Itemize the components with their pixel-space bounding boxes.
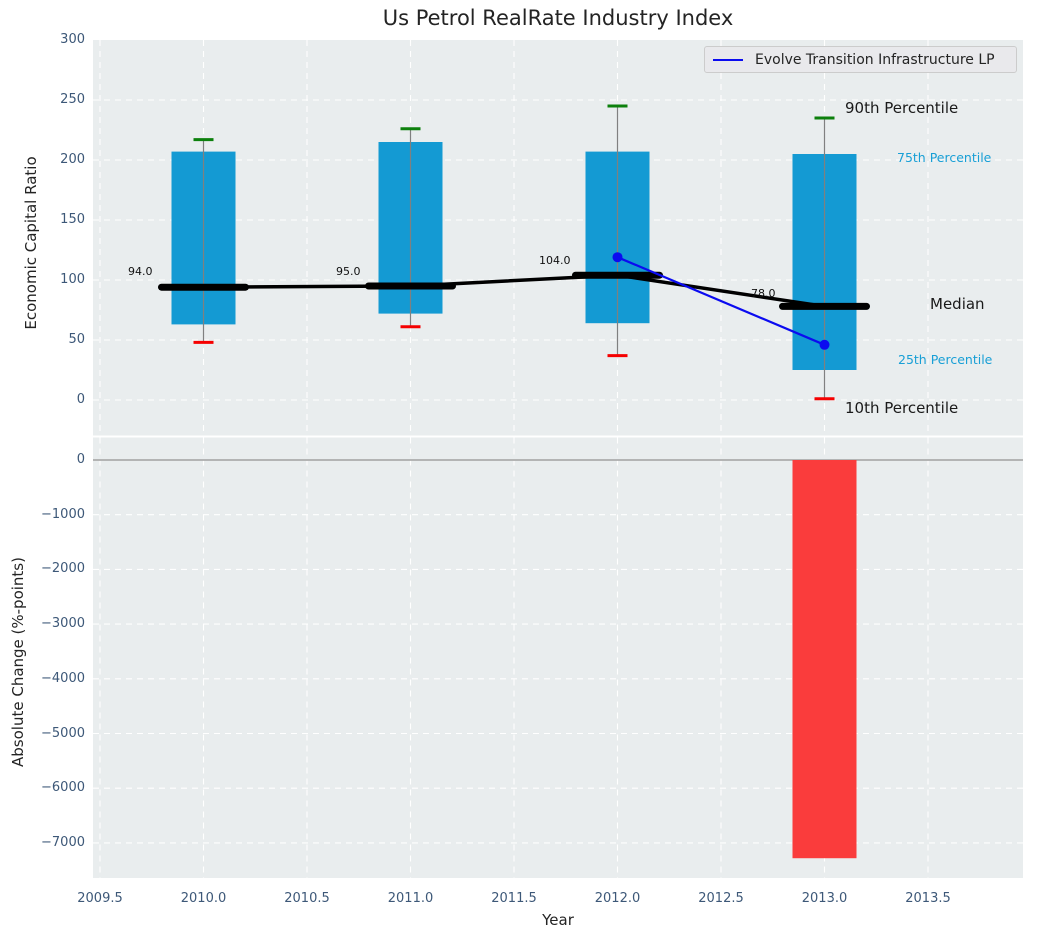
top-y-tick-label: 50: [68, 332, 85, 347]
bottom-y-tick-label: −2000: [41, 561, 85, 577]
top-y-tick-label: 250: [60, 92, 85, 107]
top-y-tick-label: 0: [76, 392, 85, 407]
median-value-label: 104.0: [539, 254, 571, 267]
x-tick-label: 2010.0: [180, 891, 227, 906]
median-value-label: 78.0: [751, 287, 776, 300]
top-y-tick-label: 100: [60, 272, 85, 287]
company-line-marker: [612, 252, 623, 263]
x-tick-label: 2010.5: [284, 891, 330, 906]
annotation-90th-percentile: 90th Percentile: [845, 99, 959, 117]
bottom-y-tick-label: −7000: [41, 834, 85, 850]
chart-title: Us Petrol RealRate Industry Index: [382, 6, 734, 30]
bottom-y-tick-label: −1000: [41, 506, 85, 522]
legend-line-swatch: [713, 58, 743, 61]
annotation-25th-percentile: 25th Percentile: [898, 352, 993, 367]
x-tick-label: 2011.0: [387, 891, 434, 906]
plot-panel-bottom-bg: [93, 437, 1023, 878]
plot-panel-top-bg: [93, 40, 1023, 436]
top-y-tick-label: 150: [60, 212, 85, 227]
x-tick-label: 2013.0: [801, 891, 848, 906]
bottom-y-tick-label: 0: [76, 452, 85, 467]
bottom-y-tick-label: −6000: [41, 780, 85, 796]
x-tick-label: 2009.5: [77, 891, 123, 906]
median-value-label: 94.0: [128, 265, 153, 278]
negative-change-bar: [792, 460, 857, 859]
x-axis-label: Year: [542, 911, 574, 929]
annotation-75th-percentile: 75th Percentile: [897, 150, 992, 165]
x-tick-label: 2013.5: [905, 891, 951, 906]
legend: Evolve Transition Infrastructure LP: [704, 46, 1017, 73]
company-line-marker: [819, 339, 830, 350]
bottom-y-tick-label: −4000: [41, 670, 85, 686]
bottom-y-tick-label: −5000: [41, 725, 85, 741]
top-y-tick-label: 200: [60, 152, 85, 167]
annotation-10th-percentile: 10th Percentile: [845, 399, 959, 417]
x-tick-label: 2011.5: [491, 891, 537, 906]
x-tick-label: 2012.5: [698, 891, 744, 906]
legend-label: Evolve Transition Infrastructure LP: [755, 51, 995, 68]
median-connector-line: [203, 273, 825, 309]
x-tick-label: 2012.0: [594, 891, 641, 906]
median-value-label: 95.0: [336, 265, 361, 278]
annotation-median: Median: [930, 295, 985, 313]
top-y-tick-label: 300: [60, 32, 85, 47]
top-y-axis-label: Economic Capital Ratio: [22, 156, 40, 330]
bottom-y-tick-label: −3000: [41, 616, 85, 632]
company-line: [617, 256, 825, 346]
